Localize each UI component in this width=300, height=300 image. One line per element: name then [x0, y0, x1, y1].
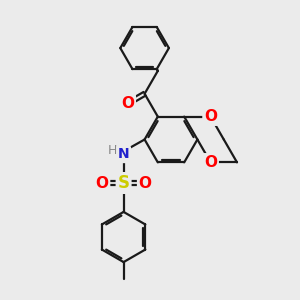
Text: O: O — [204, 155, 217, 170]
Text: O: O — [204, 109, 217, 124]
Text: S: S — [118, 174, 130, 192]
Text: O: O — [95, 176, 109, 190]
Text: H: H — [107, 143, 117, 157]
Text: O: O — [139, 176, 152, 190]
Text: N: N — [118, 148, 129, 161]
Text: O: O — [121, 96, 134, 111]
